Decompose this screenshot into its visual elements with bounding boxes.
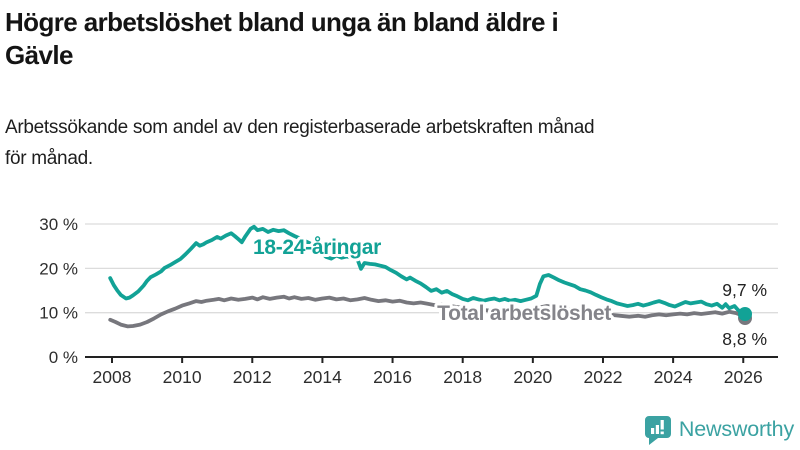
x-tick-label: 2008: [93, 367, 132, 387]
x-tick-label: 2018: [443, 367, 482, 387]
x-tick-label: 2022: [584, 367, 623, 387]
y-tick-label: 10 %: [39, 304, 78, 323]
subtitle-line-1: Arbetssökande som andel av den registerb…: [5, 117, 595, 138]
title-line-2: Gävle: [5, 40, 73, 70]
x-tick-label: 2014: [303, 367, 342, 387]
series-label-total-arbetslöshet: Total arbetslöshet: [437, 302, 611, 325]
newsworthy-logo[interactable]: Newsworthy: [643, 411, 794, 447]
title-line-1: Högre arbetslöshet bland unga än bland ä…: [5, 7, 559, 37]
chart-subtitle: Arbetssökande som andel av den registerb…: [5, 112, 785, 174]
x-tick-label: 2012: [233, 367, 272, 387]
series-label-18-24-åringar: 18-24-åringar: [253, 236, 381, 259]
x-tick-label: 2010: [163, 367, 202, 387]
series-line-18-24-åringar: [108, 224, 747, 316]
x-tick-label: 2026: [724, 367, 763, 387]
page-title: Högre arbetslöshet bland unga än bland ä…: [5, 6, 785, 72]
x-tick-label: 2020: [513, 367, 552, 387]
end-value-label-18-24-åringar: 9,7 %: [722, 280, 767, 300]
bar-chart-speech-bubble-icon: [644, 415, 671, 445]
y-tick-label: 30 %: [39, 215, 78, 234]
y-tick-label: 20 %: [39, 259, 78, 278]
series-line-total-arbetslöshet: [108, 294, 747, 329]
end-value-label-total-arbetslöshet: 8,8 %: [722, 329, 767, 349]
y-tick-label: 0 %: [49, 348, 78, 367]
end-dot-18-24-åringar: [738, 306, 753, 321]
x-tick-label: 2024: [654, 367, 693, 387]
newsworthy-logo-text: Newsworthy: [678, 416, 794, 441]
x-tick-label: 2016: [373, 367, 412, 387]
subtitle-line-2: för månad.: [5, 148, 93, 169]
